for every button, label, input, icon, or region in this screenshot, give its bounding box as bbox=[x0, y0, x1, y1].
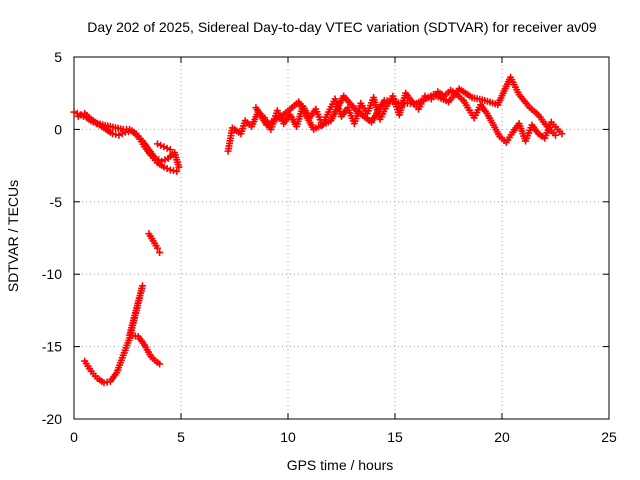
tick-labels: 0 5 10 15 20 25 5 0 -5 -10 -15 -20 bbox=[42, 49, 617, 445]
data-point bbox=[156, 248, 164, 256]
data-point bbox=[163, 164, 171, 172]
data-marks bbox=[70, 73, 566, 387]
data-point bbox=[151, 154, 159, 162]
y-axis-label: SDTVAR / TECUs bbox=[5, 180, 21, 292]
plot-frame bbox=[73, 56, 610, 420]
data-point bbox=[173, 167, 181, 175]
data-point bbox=[158, 157, 166, 165]
data-point bbox=[552, 131, 559, 139]
x-tick-label: 0 bbox=[70, 429, 78, 445]
y-tick-label: -15 bbox=[42, 339, 62, 355]
data-point bbox=[153, 140, 161, 148]
data-point bbox=[74, 112, 82, 120]
data-point bbox=[155, 156, 163, 164]
data-point bbox=[157, 141, 165, 149]
axis-ticks bbox=[73, 56, 610, 420]
x-tick-label: 15 bbox=[387, 429, 403, 445]
data-point bbox=[153, 244, 161, 252]
data-point bbox=[156, 360, 164, 368]
x-tick-label: 10 bbox=[280, 429, 296, 445]
data-point bbox=[115, 131, 123, 139]
y-tick-label: -10 bbox=[42, 266, 62, 282]
data-point bbox=[175, 163, 183, 171]
y-tick-label: -20 bbox=[42, 411, 62, 427]
x-tick-label: 25 bbox=[601, 429, 617, 445]
y-tick-label: 5 bbox=[54, 49, 62, 65]
x-tick-label: 20 bbox=[494, 429, 510, 445]
data-point bbox=[70, 108, 78, 116]
x-axis-label: GPS time / hours bbox=[287, 457, 394, 473]
x-tick-label: 5 bbox=[177, 429, 185, 445]
data-point bbox=[161, 156, 169, 164]
data-point bbox=[558, 130, 566, 138]
data-point bbox=[160, 163, 168, 171]
data-point bbox=[118, 130, 126, 138]
y-tick-label: -5 bbox=[50, 194, 63, 210]
data-point bbox=[160, 143, 168, 151]
data-point bbox=[163, 144, 171, 152]
data-point bbox=[166, 146, 174, 154]
y-tick-label: 0 bbox=[54, 121, 62, 137]
chart-title: Day 202 of 2025, Sidereal Day-to-day VTE… bbox=[87, 19, 597, 35]
